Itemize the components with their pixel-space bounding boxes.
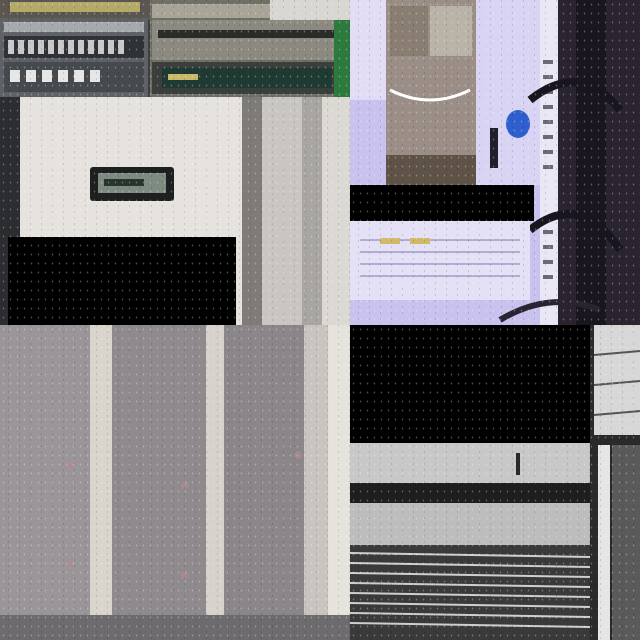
top-left-server-rack-equipment xyxy=(0,0,350,97)
grey-door-photo xyxy=(0,325,350,640)
mid-left-wall-panel-display xyxy=(0,97,350,325)
purple-cabinet-photo xyxy=(350,0,640,325)
bottom-right-black-mask xyxy=(350,325,590,443)
bottom-right-rack-chassis-vents xyxy=(350,325,640,640)
bottom-left-grey-cabinet-door xyxy=(0,325,350,640)
top-right-black-mask xyxy=(350,185,534,221)
rack-equipment-photo xyxy=(0,0,350,97)
mid-left-black-mask xyxy=(8,237,236,325)
top-right-purple-server-cabinet xyxy=(350,0,640,325)
